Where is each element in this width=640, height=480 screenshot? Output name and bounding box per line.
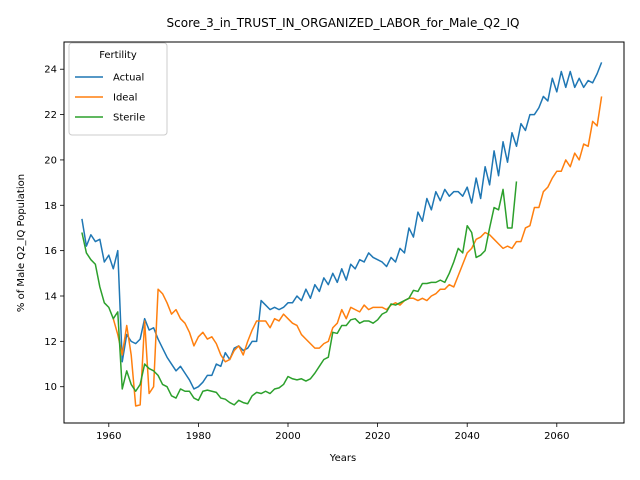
y-axis-ticks: 10 12 14 16 18 20 22 24 (44, 65, 64, 393)
series-line-sterile (81, 181, 518, 406)
legend-label-sterile: Sterile (113, 113, 145, 124)
legend-title: Fertility (99, 50, 137, 61)
y-tick-label: 14 (44, 292, 57, 303)
x-axis-ticks: 1960 1980 2000 2020 2040 2060 (96, 423, 570, 442)
legend-box (68, 42, 168, 136)
y-tick-label: 18 (44, 201, 57, 212)
legend-label-ideal: Ideal (113, 93, 137, 104)
legend-label-actual: Actual (113, 73, 144, 84)
y-tick-label: 12 (44, 337, 57, 348)
y-tick-label: 24 (44, 65, 57, 76)
y-tick-label: 10 (44, 382, 57, 393)
x-tick-label: 1960 (96, 431, 121, 442)
y-tick-label: 16 (44, 246, 57, 257)
x-tick-label: 2000 (275, 431, 300, 442)
x-tick-label: 1980 (186, 431, 211, 442)
plot-area-frame (63, 41, 625, 424)
legend: Fertility Actual Ideal Sterile (68, 42, 168, 136)
series-lines (81, 62, 603, 407)
y-axis-label: % of Male Q2_IQ Population (16, 174, 27, 312)
y-tick-label: 22 (44, 110, 57, 121)
x-tick-label: 2020 (365, 431, 390, 442)
series-line-actual (81, 62, 603, 390)
x-tick-label: 2040 (454, 431, 479, 442)
x-axis-label: Years (329, 453, 356, 464)
y-tick-label: 20 (44, 155, 57, 166)
x-tick-label: 2060 (544, 431, 569, 442)
chart-title: Score_3_in_TRUST_IN_ORGANIZED_LABOR_for_… (167, 16, 520, 30)
legend-items: Actual Ideal Sterile (75, 73, 145, 124)
series-line-ideal (112, 96, 603, 407)
